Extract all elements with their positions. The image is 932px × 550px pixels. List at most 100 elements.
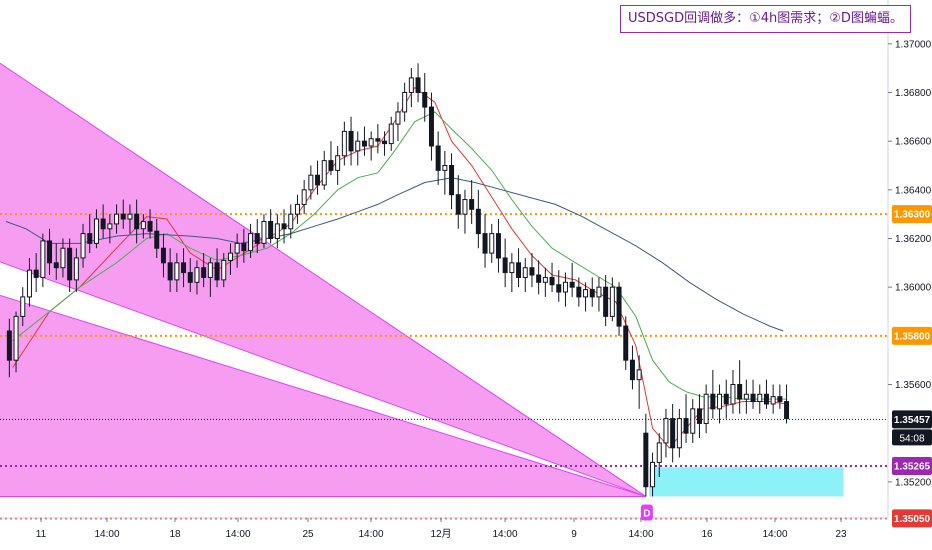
candle-109	[737, 360, 743, 414]
candle-82	[556, 270, 562, 302]
candle-body-up	[656, 442, 662, 463]
price-tick-label: 1.35200	[895, 477, 932, 488]
candle-body-down	[201, 267, 207, 278]
candle-68	[462, 189, 468, 234]
candle-body-down	[328, 160, 334, 171]
candle-93	[629, 345, 635, 390]
candle-95	[643, 413, 649, 497]
candle-body-down	[382, 140, 388, 145]
candle-body-down	[67, 247, 73, 281]
candle-40	[274, 214, 280, 249]
time-tick-label: 25	[302, 529, 314, 540]
candle-45	[308, 165, 314, 200]
candle-72	[489, 223, 495, 263]
candle-86	[583, 282, 589, 312]
price-tick-label: 1.36400	[895, 185, 932, 196]
candle-105	[710, 369, 716, 419]
candle-32	[221, 253, 227, 288]
candle-1	[13, 311, 19, 373]
candle-body-up	[609, 286, 615, 317]
candle-57	[388, 116, 394, 151]
candle-100	[676, 408, 682, 458]
candle-body-down	[449, 164, 455, 196]
candle-body-down	[589, 289, 595, 298]
candle-body-down	[181, 262, 187, 274]
candle-body-up	[542, 276, 548, 283]
candle-46	[315, 160, 321, 195]
candle-body-down	[415, 77, 421, 93]
candle-body-down	[777, 396, 783, 403]
candle-87	[589, 277, 595, 307]
candle-body-up	[650, 461, 656, 488]
price-tick-label: 1.36800	[895, 88, 932, 99]
candle-85	[576, 277, 582, 307]
candle-71	[482, 214, 488, 268]
candle-body-up	[636, 369, 642, 381]
candle-body-down	[737, 384, 743, 400]
candle-body-up	[227, 252, 233, 261]
candle-body-up	[442, 164, 448, 171]
candle-99	[670, 403, 676, 463]
candle-body-down	[241, 242, 247, 252]
candle-30	[207, 257, 213, 297]
candle-body-down	[87, 233, 93, 244]
price-level-labels: 1.36300 1.35800 1.35457 54:08 1.35265 1.35050	[892, 205, 932, 528]
candle-body-down	[536, 274, 542, 283]
time-tick-label: 14:00	[492, 529, 517, 540]
candle-64	[435, 131, 441, 185]
candle-70	[475, 189, 481, 249]
candle-body-down	[549, 276, 555, 286]
price-level-badge	[892, 205, 932, 224]
candle-body-down	[187, 272, 193, 283]
candle-body-down	[100, 218, 106, 230]
candle-18	[127, 204, 133, 234]
candle-2	[20, 287, 26, 327]
price-level-badge-text: 1.36300	[894, 210, 931, 221]
candle-50	[341, 121, 347, 166]
time-tick-label: 23	[835, 529, 847, 540]
candle-body-up	[261, 220, 267, 244]
candle-body-up	[40, 240, 46, 278]
candle-66	[449, 153, 455, 210]
candle-body-down	[281, 223, 287, 230]
candle-body-up	[757, 393, 763, 403]
candle-91	[616, 282, 622, 336]
candle-body-up	[13, 315, 19, 361]
candle-body-down	[696, 408, 702, 424]
candle-44	[301, 180, 307, 215]
candle-34	[234, 233, 240, 268]
time-tick-label: 9	[571, 529, 577, 540]
time-tick-label: 14:00	[94, 529, 119, 540]
candle-body-down	[268, 220, 274, 239]
axes	[0, 0, 889, 519]
candle-body-down	[629, 359, 635, 381]
time-tick-label: 14:00	[762, 529, 787, 540]
candle-107	[723, 379, 729, 419]
candle-23	[160, 233, 166, 278]
candle-body-down	[495, 233, 501, 259]
candle-body-up	[308, 174, 314, 191]
candle-body-down	[763, 393, 769, 405]
candle-62	[422, 73, 428, 122]
candle-0	[6, 318, 12, 378]
candle-body-up	[288, 213, 294, 230]
candle-body-up	[388, 123, 394, 145]
candle-body-down	[120, 213, 126, 220]
trade-idea-annotation: USDSGD回调做多：①4h图需求；②D图蝙蝠。	[620, 5, 911, 33]
candle-54	[368, 131, 374, 161]
candle-83	[562, 272, 568, 307]
candle-41	[281, 209, 287, 244]
candle-body-down	[214, 262, 220, 281]
candle-27	[187, 257, 193, 293]
candle-38	[261, 214, 267, 249]
candle-114	[770, 384, 776, 414]
candle-116	[784, 384, 790, 424]
candle-69	[469, 180, 475, 224]
candle-63	[428, 92, 434, 161]
price-tick-label: 1.36600	[895, 137, 932, 148]
candle-48	[328, 141, 334, 176]
pattern-point-d-marker	[640, 504, 653, 521]
candle-body-down	[683, 418, 689, 434]
candle-body-down	[603, 286, 609, 317]
